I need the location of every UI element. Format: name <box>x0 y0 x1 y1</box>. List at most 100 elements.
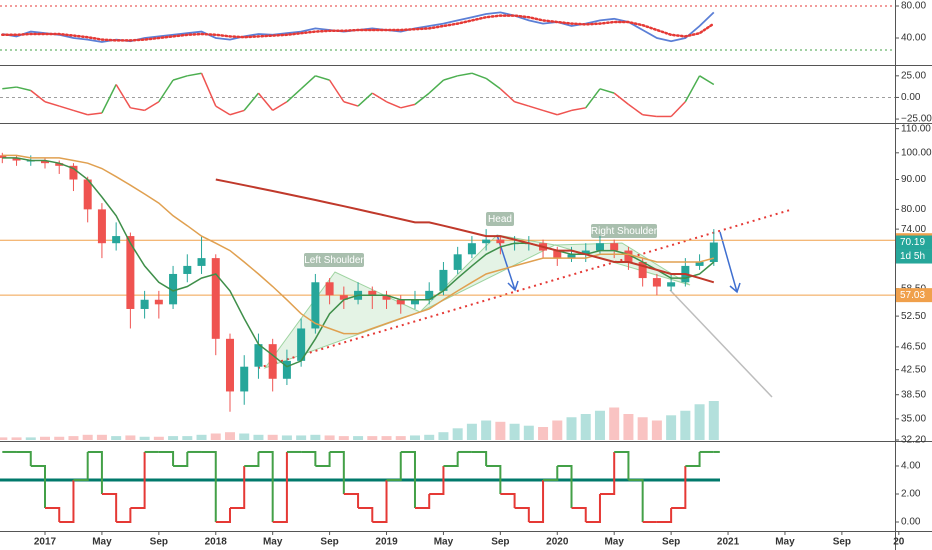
y-tick-label: 0.00 <box>901 517 921 528</box>
step-segment <box>429 465 445 495</box>
price-marker <box>896 235 932 250</box>
volume-bar <box>452 428 463 440</box>
x-tick-label: 2019 <box>375 537 398 548</box>
volume-bar <box>651 420 662 440</box>
step-segment <box>443 451 459 467</box>
step-segment <box>158 450 175 466</box>
oscillator-segment <box>286 88 302 103</box>
oscillator-segment <box>73 109 88 116</box>
volume-bar <box>666 415 677 440</box>
oscillator-segment <box>571 107 586 112</box>
x-tick-label: 2021 <box>717 537 740 548</box>
volume-bar <box>54 436 65 440</box>
x-tick-label: May <box>263 537 283 548</box>
oscillator-segment <box>542 109 558 116</box>
y-tick-label: 2.00 <box>901 489 921 500</box>
candle-body <box>581 250 590 255</box>
volume-bar <box>481 420 492 440</box>
oscillator-segment <box>400 103 416 109</box>
x-tick-label: Sep <box>491 537 509 548</box>
candle-body <box>183 265 192 274</box>
volume-bar <box>466 423 477 440</box>
oscillator-segment <box>2 86 17 90</box>
y-tick-label: 40.00 <box>901 33 926 44</box>
x-tick-label: May <box>434 537 454 548</box>
annotation: Left Shoulder <box>304 255 364 266</box>
oscillator-segment <box>585 88 601 109</box>
oscillator-segment <box>328 79 345 103</box>
candle-body <box>396 299 405 305</box>
volume-bar <box>40 436 50 440</box>
candle-body <box>709 242 718 262</box>
step-segment <box>614 450 630 480</box>
step-segment <box>571 507 587 523</box>
oscillator-segment <box>599 88 615 94</box>
volume-bar <box>296 435 307 440</box>
step-segment <box>45 507 61 523</box>
candle-body <box>410 299 419 305</box>
candle-body <box>382 295 391 300</box>
y-tick-label: 100.00 <box>901 147 932 158</box>
step-segment <box>87 450 103 494</box>
volume-bar <box>310 434 321 440</box>
oscillator-segment <box>557 109 572 116</box>
projection-line <box>669 289 773 398</box>
oscillator-segment <box>386 101 402 109</box>
step-segment <box>414 493 431 510</box>
line <box>2 157 715 368</box>
candle-body <box>311 282 320 329</box>
price-marker-label: 70.19 <box>900 237 925 248</box>
x-tick-label: Sep <box>833 537 851 548</box>
y-tick-label: −25.00 <box>901 114 932 125</box>
volume-bar <box>438 432 449 440</box>
step-segment <box>301 450 317 466</box>
step-segment <box>514 507 530 523</box>
candle-body <box>624 250 633 262</box>
candle-body <box>41 160 49 164</box>
volume-bar <box>680 410 691 440</box>
volume-bar <box>324 435 335 440</box>
candle-body <box>69 165 78 180</box>
price-marker <box>896 288 932 303</box>
volume-bar <box>424 434 435 440</box>
step-segment <box>329 450 345 494</box>
y-tick-label: 110.00 <box>901 123 931 134</box>
step-segment <box>656 508 673 524</box>
volume-bar <box>708 401 719 440</box>
step-segment <box>486 464 502 494</box>
step-segment <box>557 464 573 509</box>
step-segment <box>116 508 132 524</box>
step-segment <box>358 507 374 523</box>
volume-bar <box>538 427 549 440</box>
step-segment <box>258 450 274 523</box>
x-tick-label: 20 <box>893 537 905 548</box>
oscillator-segment <box>30 89 46 103</box>
volume-bar <box>82 434 93 440</box>
volume-bar <box>210 433 221 440</box>
oscillator-segment <box>257 92 274 111</box>
candle-body <box>667 282 676 287</box>
candle-body <box>439 269 448 291</box>
step-segment <box>272 451 288 524</box>
neckline <box>257 209 791 369</box>
oscillator-segment <box>215 105 231 116</box>
candle-body <box>695 261 704 266</box>
y-tick-label: 32.20 <box>901 435 926 446</box>
y-tick-label: 4.00 <box>901 461 921 472</box>
volume-bar <box>253 434 264 440</box>
step-segment <box>73 451 89 481</box>
oscillator-segment <box>44 101 60 107</box>
x-tick-label: Sep <box>150 537 168 548</box>
y-tick-label: 25.00 <box>901 70 926 81</box>
oscillator-segment <box>243 92 260 111</box>
step-segment <box>671 465 687 510</box>
oscillator-segment <box>414 92 430 105</box>
oscillator-segment <box>471 72 487 80</box>
y-tick-label: 80.00 <box>901 204 926 215</box>
candle-body <box>482 239 491 244</box>
step-segment <box>372 479 388 524</box>
oscillator-segment <box>428 79 444 94</box>
